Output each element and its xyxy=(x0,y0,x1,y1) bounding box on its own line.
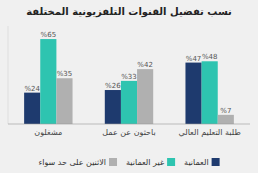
data-label: %24 xyxy=(24,85,40,93)
baseline xyxy=(8,124,250,125)
y-axis-line xyxy=(8,26,9,124)
x-tick-label: باحثون عن عمل xyxy=(102,128,155,137)
x-tick-label: طلبة التعليم العالي xyxy=(179,128,241,137)
data-label: %7 xyxy=(220,107,231,115)
data-label: %48 xyxy=(202,53,218,61)
legend-label: الاثنين على حد سواء xyxy=(38,158,106,167)
data-label: %26 xyxy=(105,82,121,90)
bar xyxy=(218,115,234,124)
bar xyxy=(202,61,218,124)
data-label: %42 xyxy=(137,61,153,69)
data-label: %33 xyxy=(121,73,137,81)
bar xyxy=(105,90,121,124)
data-label: %47 xyxy=(186,55,202,63)
chart: نسب تفضيل القنوات التلفزيونية المختلفة %2… xyxy=(0,0,258,173)
legend-label: العمانية xyxy=(184,158,209,167)
legend: العمانية غير العمانية الاثنين على حد سواء xyxy=(38,158,219,167)
legend-swatch xyxy=(167,158,175,166)
bar xyxy=(24,93,40,124)
bar xyxy=(137,69,153,124)
data-label: %35 xyxy=(57,70,73,78)
bars xyxy=(24,39,234,124)
legend-swatch xyxy=(109,158,117,166)
bar xyxy=(56,78,72,124)
legend-swatch xyxy=(212,158,220,166)
x-tick-label: مشغلون xyxy=(34,128,62,137)
bar xyxy=(40,39,56,124)
title: نسب تفضيل القنوات التلفزيونية المختلفة xyxy=(26,6,232,18)
data-label: %65 xyxy=(41,31,57,39)
bar xyxy=(185,63,201,124)
data-labels: %24 %26 %47 %65 %33 %48 %35 %42 %7 xyxy=(24,31,231,115)
bar xyxy=(121,81,137,124)
legend-label: غير العمانية xyxy=(126,158,164,167)
